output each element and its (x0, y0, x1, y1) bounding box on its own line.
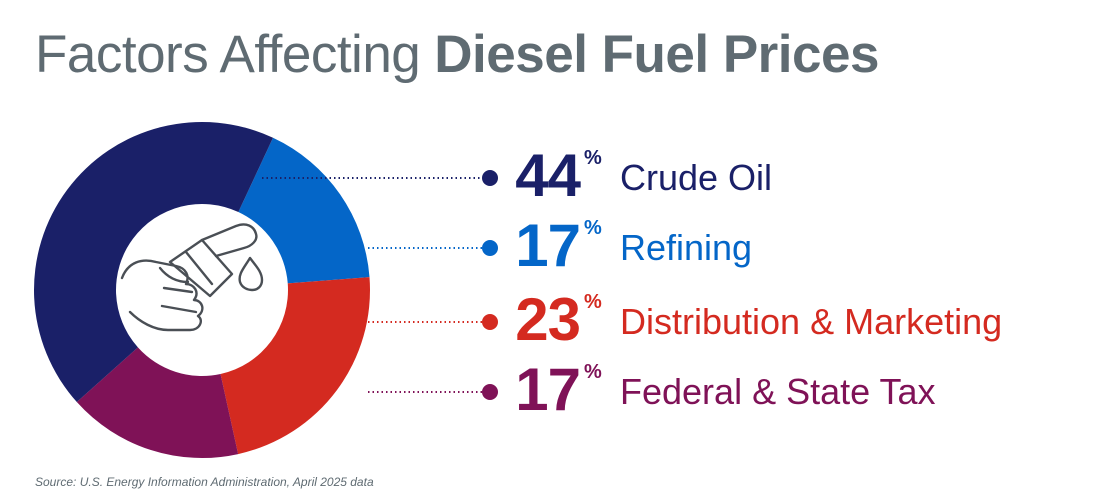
legend-value: 17 (515, 356, 581, 423)
slice-crude-oil (34, 122, 273, 403)
title-bold: Diesel Fuel Prices (434, 25, 879, 84)
legend-percent-sign: % (584, 291, 602, 313)
legend-percent-sign: % (584, 217, 602, 239)
legend-percent-sign: % (584, 361, 602, 383)
slice-distribution-marketing (220, 277, 371, 455)
legend-value: 44 (515, 142, 581, 209)
slice-federal-state-tax (76, 347, 239, 458)
legend-dot (482, 384, 498, 400)
slice-refining (238, 137, 370, 284)
legend-dot (482, 170, 498, 186)
legend-label: Federal & State Tax (620, 371, 936, 412)
legend-label: Distribution & Marketing (620, 301, 1003, 342)
page-title: Factors Affecting Diesel Fuel Prices (35, 28, 879, 81)
legend-percent-sign: % (584, 147, 602, 169)
fuel-nozzle-icon (120, 223, 264, 332)
legend-dot (482, 314, 498, 330)
legend-label: Refining (620, 227, 753, 268)
legend-label: Crude Oil (620, 157, 773, 198)
legend-dot (482, 240, 498, 256)
source-note: Source: U.S. Energy Information Administ… (35, 475, 374, 489)
donut-slices (34, 122, 371, 458)
legend-value: 23 (515, 286, 581, 353)
leader-lines (262, 170, 498, 400)
legend-value: 17 (515, 212, 581, 279)
title-light: Factors Affecting (35, 25, 421, 84)
